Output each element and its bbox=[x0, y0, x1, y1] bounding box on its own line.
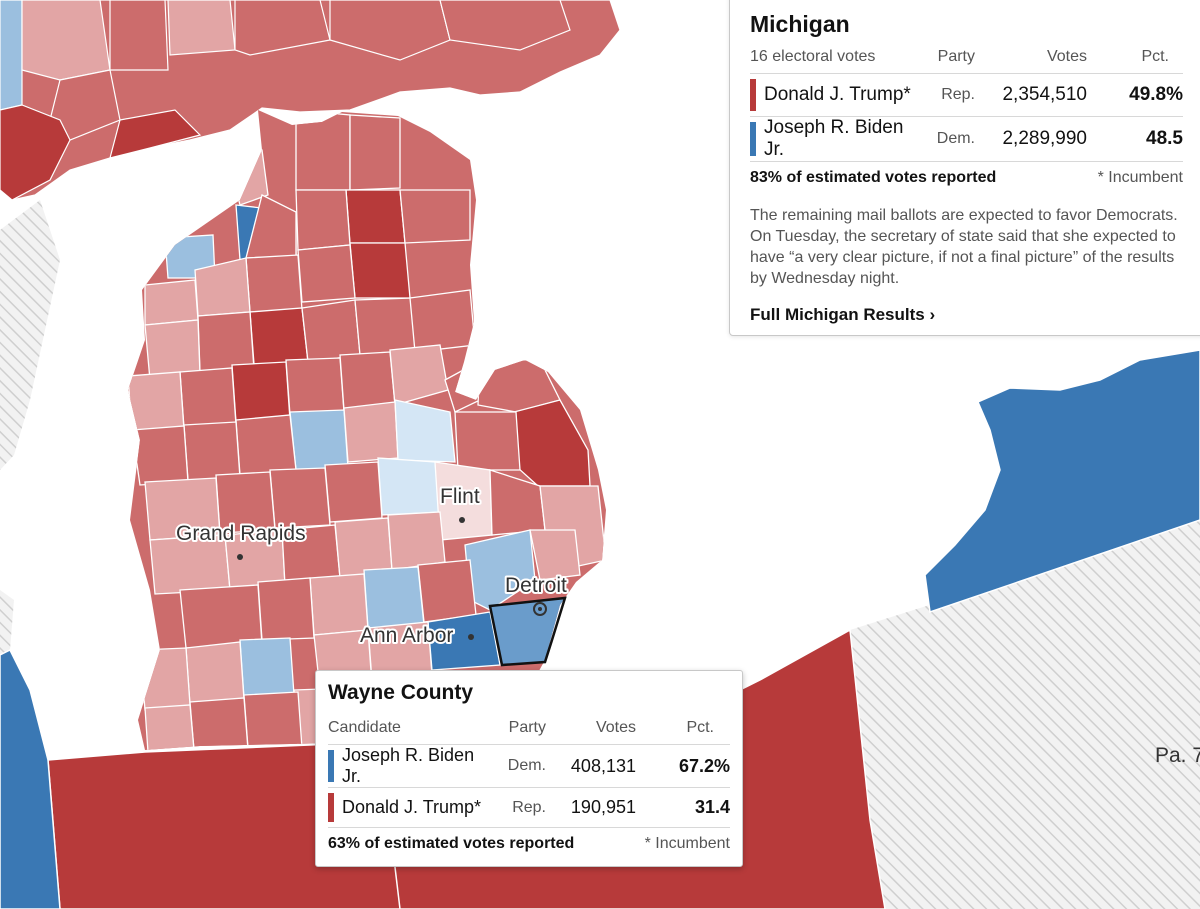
candidate-party: Dem. bbox=[915, 116, 975, 162]
party-header: Party bbox=[486, 719, 546, 745]
city-label-grand-rapids: Grand Rapids bbox=[176, 522, 306, 545]
new-york-region[interactable] bbox=[924, 349, 1200, 614]
candidate-name: Joseph R. Biden Jr. bbox=[764, 117, 904, 160]
city-markers: Grand Rapids Flint Detroit Ann Arbor bbox=[174, 483, 569, 649]
votes-header: Votes bbox=[975, 48, 1087, 74]
candidate-pct: 49.8% bbox=[1087, 73, 1183, 117]
candidate-votes: 408,131 bbox=[546, 744, 636, 788]
candidate-party: Rep. bbox=[486, 787, 546, 828]
reporting-status: 83% of estimated votes reported bbox=[750, 169, 997, 186]
pct-header: Pct. bbox=[636, 719, 730, 745]
pennsylvania-label: Pa. 7 bbox=[1155, 744, 1200, 767]
ann-arbor-dot bbox=[468, 634, 474, 640]
candidate-color-bar bbox=[750, 79, 756, 111]
wayne-county-outline[interactable] bbox=[488, 596, 567, 667]
candidate-color-bar bbox=[328, 750, 334, 782]
candidate-party: Rep. bbox=[915, 73, 975, 117]
state-results-table: 16 electoral votes Party Votes Pct. Dona… bbox=[750, 48, 1183, 162]
county-tooltip: Wayne County Candidate Party Votes Pct. … bbox=[315, 670, 743, 867]
candidate-color-bar bbox=[328, 793, 334, 822]
candidate-pct: 67.2% bbox=[636, 744, 730, 788]
reporting-status: 63% of estimated votes reported bbox=[328, 835, 575, 852]
city-label-detroit: Detroit bbox=[505, 574, 567, 597]
incumbent-note: * Incumbent bbox=[1097, 169, 1183, 186]
city-label-flint: Flint bbox=[440, 485, 480, 508]
candidate-votes: 2,354,510 bbox=[975, 73, 1087, 117]
candidate-header: Candidate bbox=[328, 719, 486, 745]
table-row: Donald J. Trump* Rep. 2,354,510 49.8% bbox=[750, 73, 1183, 117]
detroit-marker bbox=[533, 602, 547, 616]
candidate-pct: 48.5 bbox=[1087, 116, 1183, 162]
results-note: The remaining mail ballots are expected … bbox=[750, 207, 1178, 287]
votes-header: Votes bbox=[546, 719, 636, 745]
table-row: Donald J. Trump* Rep. 190,951 31.4 bbox=[328, 787, 730, 828]
incumbent-note: * Incumbent bbox=[644, 835, 730, 852]
table-row: Joseph R. Biden Jr. Dem. 2,289,990 48.5 bbox=[750, 116, 1183, 162]
neighbor-regions bbox=[0, 200, 1200, 909]
flint-dot bbox=[459, 517, 465, 523]
candidate-name: Donald J. Trump* bbox=[342, 797, 482, 817]
electoral-votes-header: 16 electoral votes bbox=[750, 48, 915, 74]
pct-header: Pct. bbox=[1087, 48, 1183, 74]
party-header: Party bbox=[915, 48, 975, 74]
candidate-color-bar bbox=[750, 122, 756, 156]
city-label-ann-arbor: Ann Arbor bbox=[360, 624, 453, 647]
candidate-votes: 190,951 bbox=[546, 787, 636, 828]
candidate-votes: 2,289,990 bbox=[975, 116, 1087, 162]
table-row: Joseph R. Biden Jr. Dem. 408,131 67.2% bbox=[328, 744, 730, 788]
candidate-name: Donald J. Trump* bbox=[764, 84, 911, 105]
state-results-panel: Michigan 16 electoral votes Party Votes … bbox=[729, 0, 1200, 336]
candidate-pct: 31.4 bbox=[636, 787, 730, 828]
county-results-table: Candidate Party Votes Pct. Joseph R. Bid… bbox=[328, 719, 730, 828]
grand-rapids-dot bbox=[237, 554, 243, 560]
county-title: Wayne County bbox=[328, 681, 474, 704]
full-results-link[interactable]: Full Michigan Results › bbox=[750, 305, 936, 324]
upper-peninsula-counties[interactable] bbox=[0, 0, 621, 201]
state-title: Michigan bbox=[750, 11, 850, 37]
candidate-party: Dem. bbox=[486, 744, 546, 788]
candidate-name: Joseph R. Biden Jr. bbox=[342, 745, 475, 786]
